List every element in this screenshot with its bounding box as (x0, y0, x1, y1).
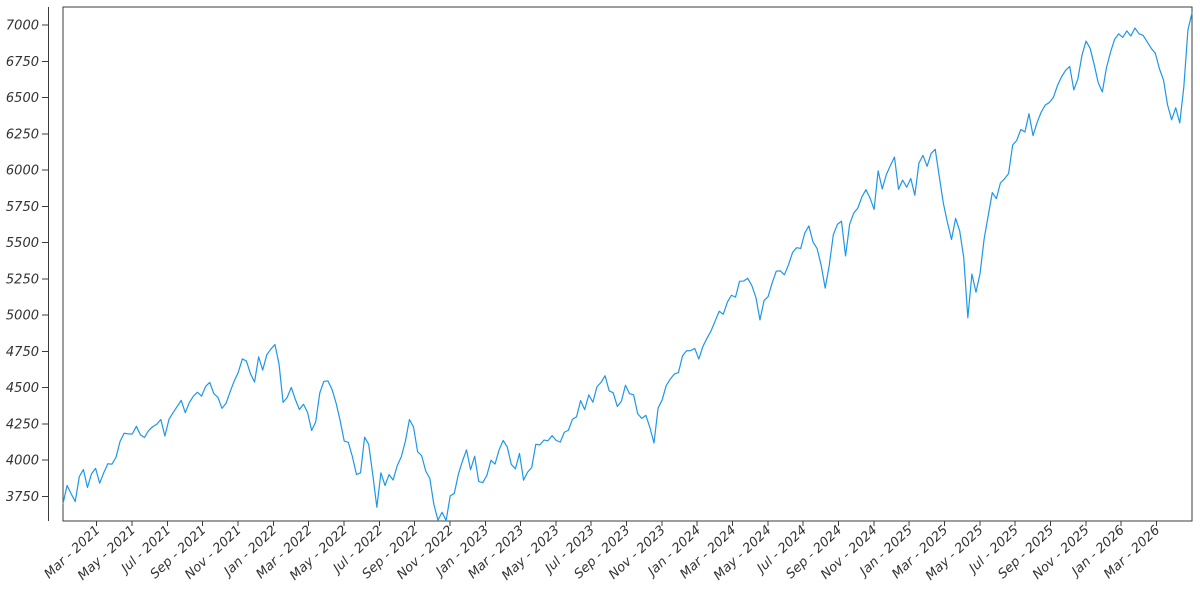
y-tick-label: 5750 (6, 200, 39, 215)
y-tick-label: 4000 (6, 454, 39, 469)
y-tick-label: 3750 (6, 490, 39, 505)
y-tick-label: 5500 (6, 236, 39, 251)
y-tick-label: 6500 (6, 91, 39, 106)
y-tick-label: 6000 (6, 164, 39, 179)
price-line-series (62, 12, 1193, 522)
y-tick-label: 5000 (6, 309, 39, 324)
plot-border (62, 6, 1193, 522)
y-tick-label: 6750 (6, 55, 39, 70)
y-tick-label: 4250 (6, 417, 39, 432)
y-tick-label: 4750 (6, 345, 39, 360)
y-tick-label: 6250 (6, 127, 39, 142)
y-tick-label: 7000 (6, 19, 39, 34)
y-tick-label: 4500 (6, 381, 39, 396)
y-tick-label: 5250 (6, 272, 39, 287)
